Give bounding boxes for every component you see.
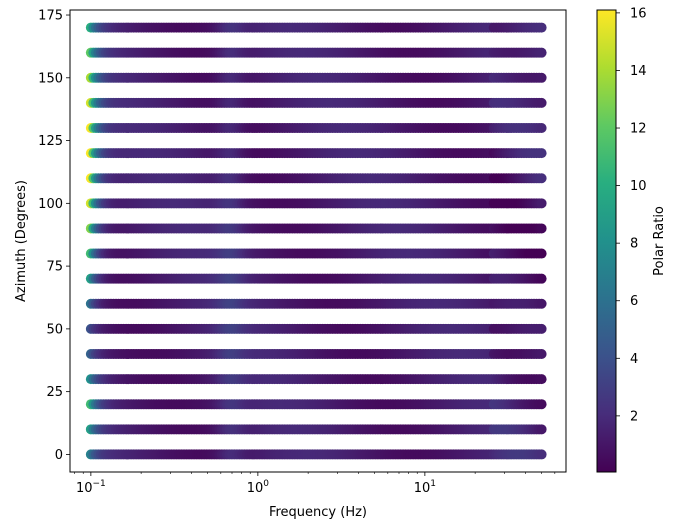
x-tick-label: 10−1 <box>76 479 106 496</box>
scatter-point <box>536 123 547 134</box>
colorbar-tick-label: 8 <box>630 237 638 252</box>
scatter-point <box>536 348 547 359</box>
colorbar <box>596 9 617 473</box>
scatter-point <box>536 22 547 33</box>
y-axis-label: Azimuth (Degrees) <box>14 180 29 302</box>
scatter-point <box>536 97 547 108</box>
y-tick-label: 175 <box>38 9 63 24</box>
scatter-point <box>536 223 547 234</box>
plot-frame <box>69 9 567 473</box>
scatter-point <box>536 449 547 460</box>
scatter-point <box>536 374 547 385</box>
colorbar-tick-label: 10 <box>630 179 647 194</box>
colorbar-label: Polar Ratio <box>652 206 667 276</box>
y-tick-label: 0 <box>55 448 63 463</box>
colorbar-tick-label: 16 <box>630 6 647 21</box>
y-tick-label: 125 <box>38 134 63 149</box>
x-tick-label: 101 <box>414 479 436 496</box>
scatter-point <box>536 198 547 209</box>
scatter-point <box>536 72 547 83</box>
scatter-point <box>536 399 547 410</box>
scatter-point <box>536 47 547 58</box>
scatter-point <box>536 248 547 259</box>
y-tick-label: 25 <box>46 385 63 400</box>
scatter-point <box>536 424 547 435</box>
y-tick-label: 75 <box>46 260 63 275</box>
y-tick-label: 50 <box>46 322 63 337</box>
y-tick-label: 100 <box>38 197 63 212</box>
scatter-point <box>536 298 547 309</box>
colorbar-tick-label: 12 <box>630 122 647 137</box>
y-axis-ticks: 0 25 50 75 100 125 150 175 <box>38 9 70 463</box>
scatter-point <box>536 173 547 184</box>
scatter-point <box>536 273 547 284</box>
colorbar-tick-label: 6 <box>630 294 638 309</box>
x-axis-label: Frequency (Hz) <box>269 505 367 520</box>
colorbar-tick-label: 14 <box>630 64 647 79</box>
colorbar-tick-label: 2 <box>630 409 638 424</box>
x-axis-ticks: 10−1 100 101 <box>74 472 556 496</box>
scatter-point <box>536 148 547 159</box>
y-tick-label: 150 <box>38 71 63 86</box>
scatter-points <box>85 22 547 460</box>
x-tick-label: 100 <box>247 479 270 496</box>
colorbar-tick-label: 4 <box>630 352 638 367</box>
scatter-point <box>536 323 547 334</box>
colorbar-ticks: 2 4 6 8 10 12 14 16 <box>616 6 647 424</box>
